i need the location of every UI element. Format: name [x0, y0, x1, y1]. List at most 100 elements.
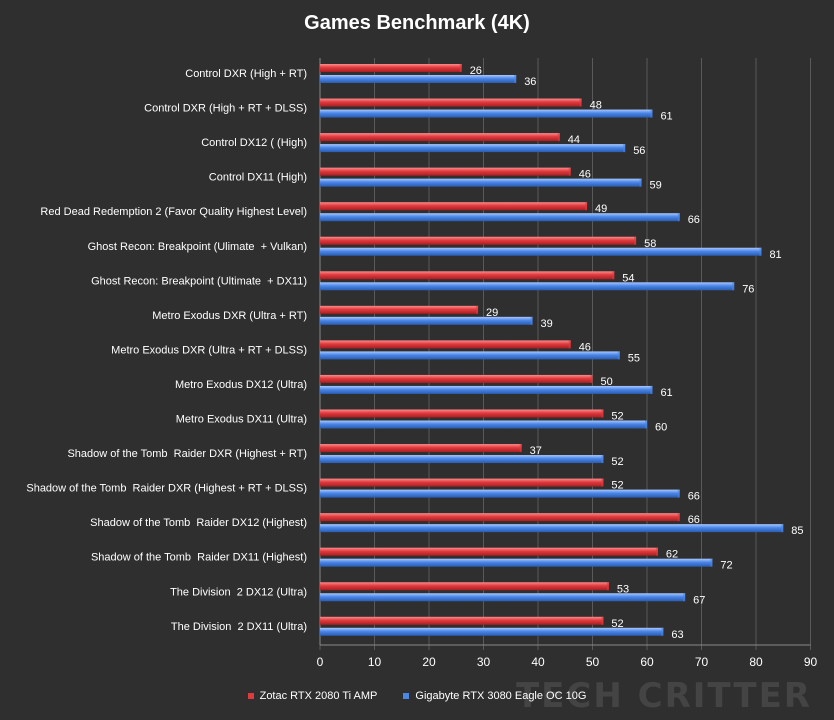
category-label: Shadow of the Tomb Raider DXR (Highest +… — [67, 448, 307, 460]
category-label: The Division 2 DX11 (Ultra) — [171, 621, 307, 633]
x-tick-label: 50 — [586, 655, 600, 669]
data-label: 72 — [720, 560, 732, 572]
bar-end-cap — [612, 271, 615, 280]
bar-gigabyte — [320, 316, 533, 325]
bar-end-cap — [759, 247, 762, 256]
x-tick-label: 0 — [317, 655, 324, 669]
bar-end-cap — [606, 582, 609, 591]
category-label: Control DX12 ( (High) — [201, 137, 307, 149]
bar-zotac — [320, 513, 680, 522]
bar-end-cap — [601, 478, 604, 487]
bar-end-cap — [661, 627, 664, 636]
category-label: Shadow of the Tomb Raider DX11 (Highest) — [91, 552, 307, 564]
data-label: 55 — [628, 352, 640, 364]
bar-end-cap — [617, 351, 620, 360]
bar-gigabyte — [320, 351, 620, 360]
data-label: 29 — [486, 307, 498, 319]
bar-end-cap — [683, 593, 686, 602]
bar-gigabyte — [320, 282, 735, 291]
data-label: 56 — [633, 145, 645, 157]
data-label: 85 — [791, 525, 803, 537]
bar-end-cap — [514, 75, 517, 83]
bar-end-cap — [732, 282, 735, 291]
data-label: 61 — [660, 387, 672, 399]
bar-zotac — [320, 98, 582, 107]
bar-end-cap — [650, 385, 653, 394]
bar-zotac — [320, 374, 593, 383]
legend-label: Gigabyte RTX 3080 Eagle OC 10G — [415, 690, 587, 702]
x-tick-label: 40 — [531, 655, 545, 669]
bar-end-cap — [519, 444, 522, 453]
bar-zotac — [320, 167, 571, 176]
bar-zotac — [320, 478, 604, 487]
bar-zotac — [320, 444, 522, 453]
bar-zotac — [320, 409, 604, 418]
bar-gigabyte — [320, 524, 784, 533]
bar-end-cap — [781, 524, 784, 533]
bar-gigabyte — [320, 178, 642, 187]
data-label: 63 — [671, 629, 683, 641]
bar-gigabyte — [320, 558, 713, 567]
legend-item-zotac: Zotac RTX 2080 Ti AMP — [247, 690, 378, 702]
data-label: 52 — [611, 480, 623, 492]
data-label: 48 — [590, 100, 602, 112]
bar-gigabyte — [320, 144, 626, 153]
chart-title: Games Benchmark (4K) — [304, 12, 530, 34]
data-label: 52 — [611, 456, 623, 468]
bar-end-cap — [710, 558, 713, 567]
bar-zotac — [320, 202, 588, 211]
bar-end-cap — [601, 616, 604, 625]
bar-gigabyte — [320, 109, 653, 118]
x-tick-label: 10 — [368, 655, 382, 669]
x-tick-label: 70 — [695, 655, 709, 669]
bar-end-cap — [677, 513, 680, 522]
bar-end-cap — [634, 236, 637, 245]
x-tick-label: 30 — [477, 655, 491, 669]
bar-zotac — [320, 582, 609, 591]
data-label: 81 — [769, 249, 781, 261]
category-label: Shadow of the Tomb Raider DXR (Highest +… — [26, 483, 307, 495]
bar-gigabyte — [320, 213, 680, 222]
data-label: 53 — [617, 583, 629, 595]
data-label: 39 — [541, 318, 553, 330]
bar-end-cap — [639, 178, 642, 187]
data-label: 26 — [470, 65, 482, 77]
data-label: 67 — [693, 594, 705, 606]
bar-zotac — [320, 64, 462, 72]
bar-end-cap — [579, 98, 582, 107]
bar-gigabyte — [320, 593, 686, 602]
data-label: 44 — [568, 134, 580, 146]
data-label: 66 — [688, 514, 700, 526]
bar-zotac — [320, 616, 604, 625]
category-label: Ghost Recon: Breakpoint (Ultimate + DX11… — [91, 275, 307, 287]
data-label: 54 — [622, 272, 634, 284]
bar-gigabyte — [320, 420, 647, 429]
data-label: 37 — [530, 445, 542, 457]
category-label: Control DXR (High + RT) — [185, 68, 307, 80]
bar-end-cap — [645, 420, 647, 429]
legend: Zotac RTX 2080 Ti AMP Gigabyte RTX 3080 … — [0, 690, 834, 702]
bar-end-cap — [568, 167, 571, 176]
x-tick-label: 20 — [422, 655, 436, 669]
category-label: The Division 2 DX12 (Ultra) — [170, 586, 307, 598]
category-label: Metro Exodus DXR (Ultra + RT + DLSS) — [111, 344, 307, 356]
data-label: 59 — [650, 180, 662, 192]
data-label: 58 — [644, 238, 656, 250]
bar-end-cap — [568, 340, 571, 349]
bar-zotac — [320, 340, 571, 349]
bar-end-cap — [650, 109, 653, 118]
bar-end-cap — [557, 133, 560, 142]
category-label: Shadow of the Tomb Raider DX12 (Highest) — [90, 517, 307, 529]
data-label: 46 — [579, 169, 591, 181]
category-label: Ghost Recon: Breakpoint (Ulimate + Vulka… — [88, 241, 307, 253]
bar-gigabyte — [320, 627, 664, 636]
bars — [320, 64, 784, 636]
bar-end-cap — [623, 144, 626, 153]
bar-gigabyte — [320, 385, 653, 394]
legend-label: Zotac RTX 2080 Ti AMP — [259, 690, 378, 702]
category-label: Metro Exodus DX11 (Ultra) — [176, 414, 307, 426]
bar-gigabyte — [320, 75, 517, 83]
bar-zotac — [320, 236, 637, 245]
